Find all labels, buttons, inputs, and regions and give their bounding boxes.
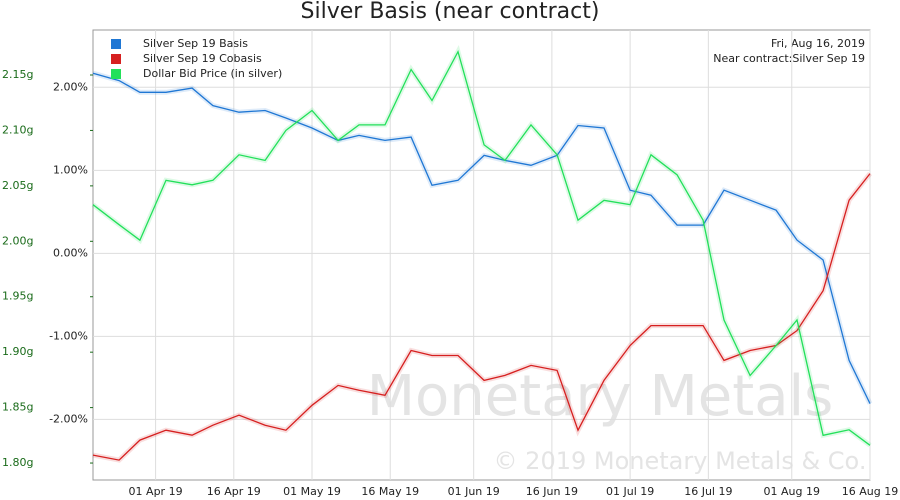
y2-tick-label: 1.00% [53,163,88,176]
x-tick-label: 16 May 19 [361,485,419,498]
series-line [92,72,871,404]
x-tick-label: 01 Jul 19 [606,485,654,498]
y-tick-label: 2.00g [2,234,33,247]
x-tick-label: 01 Aug 19 [764,485,820,498]
series-line [92,49,871,446]
y-tick-label: 1.90g [2,345,33,358]
y-tick-label: 2.15g [2,68,33,81]
x-tick-label: 01 Jun 19 [448,485,500,498]
legend-swatch [111,69,121,79]
x-tick-label: 16 Jul 19 [684,485,732,498]
series-glow [92,70,873,405]
y-tick-label: 2.05g [2,179,33,192]
annotation: Near contract:Silver Sep 19 [713,52,865,65]
x-tick-label: 01 May 19 [283,485,341,498]
y2-tick-label: 2.00% [53,80,88,93]
y2-tick-label: 0.00% [53,246,88,259]
y-tick-label: 1.85g [2,401,33,414]
y-tick-label: 1.80g [2,456,33,469]
series-line [92,173,871,461]
legend-label: Silver Sep 19 Cobasis [143,52,262,65]
x-tick-label: 16 Apr 19 [207,485,261,498]
watermark: © 2019 Monetary Metals & Co. [494,447,867,475]
legend-label: Silver Sep 19 Basis [143,37,248,50]
y-tick-label: 2.10g [2,123,33,136]
y2-tick-label: -1.00% [49,329,88,342]
legend-swatch [111,54,121,64]
x-tick-label: 01 Apr 19 [129,485,183,498]
chart-title: Silver Basis (near contract) [301,0,600,24]
y2-tick-label: -2.00% [49,412,88,425]
x-tick-label: 16 Aug 19 [842,485,898,498]
legend-swatch [111,39,121,49]
annotation: Fri, Aug 16, 2019 [771,37,865,50]
y-tick-label: 1.95g [2,290,33,303]
legend-label: Dollar Bid Price (in silver) [143,67,282,80]
watermark: Monetary Metals [367,364,834,429]
x-tick-label: 16 Jun 19 [526,485,578,498]
